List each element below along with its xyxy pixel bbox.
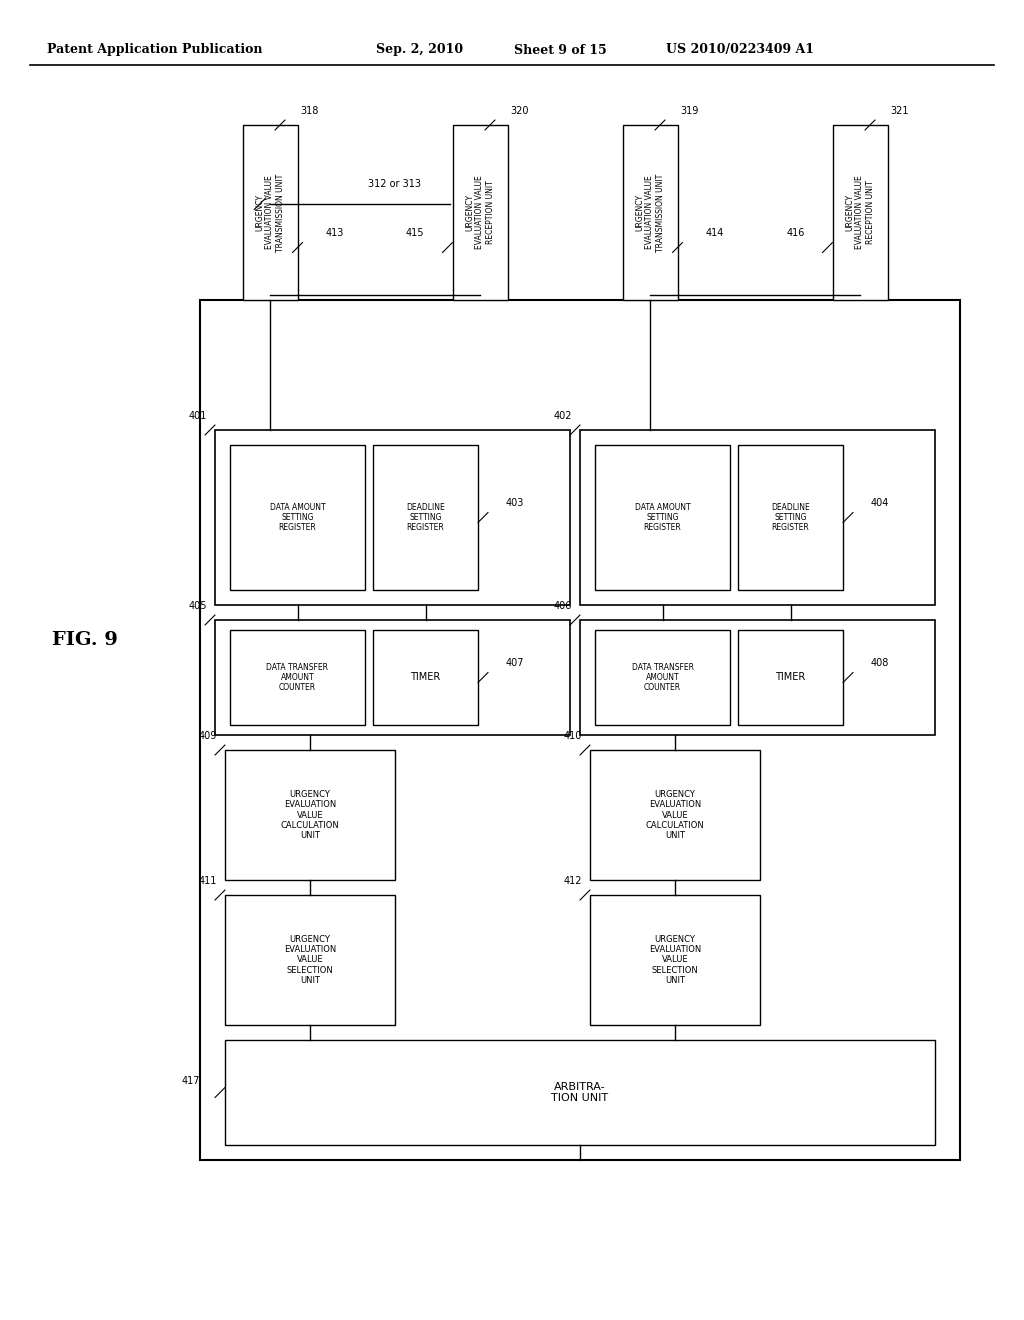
Text: 405: 405 (188, 601, 207, 611)
Text: 414: 414 (706, 228, 724, 239)
Text: 415: 415 (406, 228, 425, 239)
Bar (623, 125, 678, 300)
Text: 402: 402 (554, 411, 572, 421)
Bar (373, 445, 478, 590)
Bar (738, 630, 843, 725)
Text: 409: 409 (199, 731, 217, 741)
Text: DATA TRANSFER
AMOUNT
COUNTER: DATA TRANSFER AMOUNT COUNTER (266, 663, 329, 693)
Text: 413: 413 (326, 228, 344, 239)
Text: DATA AMOUNT
SETTING
REGISTER: DATA AMOUNT SETTING REGISTER (269, 503, 326, 532)
Text: DEADLINE
SETTING
REGISTER: DEADLINE SETTING REGISTER (771, 503, 810, 532)
Bar (590, 895, 760, 1026)
Bar (225, 750, 395, 880)
Bar (453, 125, 508, 300)
Bar (580, 620, 935, 735)
Text: FIG. 9: FIG. 9 (52, 631, 118, 649)
Text: ARBITRA-
TION UNIT: ARBITRA- TION UNIT (552, 1081, 608, 1104)
Text: URGENCY
EVALUATION VALUE
RECEPTION UNIT: URGENCY EVALUATION VALUE RECEPTION UNIT (465, 176, 495, 249)
Text: URGENCY
EVALUATION VALUE
TRANSMISSION UNIT: URGENCY EVALUATION VALUE TRANSMISSION UN… (255, 173, 285, 252)
Text: 417: 417 (181, 1076, 200, 1085)
Text: URGENCY
EVALUATION VALUE
TRANSMISSION UNIT: URGENCY EVALUATION VALUE TRANSMISSION UN… (635, 173, 665, 252)
Text: URGENCY
EVALUATION
VALUE
SELECTION
UNIT: URGENCY EVALUATION VALUE SELECTION UNIT (284, 935, 336, 985)
Text: URGENCY
EVALUATION VALUE
RECEPTION UNIT: URGENCY EVALUATION VALUE RECEPTION UNIT (845, 176, 874, 249)
Text: 312 or 313: 312 or 313 (369, 178, 422, 189)
Text: Sheet 9 of 15: Sheet 9 of 15 (514, 44, 606, 57)
Text: 411: 411 (199, 876, 217, 886)
Text: 319: 319 (680, 106, 698, 116)
Text: 318: 318 (300, 106, 318, 116)
Bar (580, 430, 935, 605)
Text: 408: 408 (871, 659, 890, 668)
Bar (225, 895, 395, 1026)
Bar (230, 445, 365, 590)
Text: 410: 410 (563, 731, 582, 741)
Text: 320: 320 (510, 106, 528, 116)
Bar (595, 445, 730, 590)
Text: 407: 407 (506, 659, 524, 668)
Bar (225, 1040, 935, 1144)
Text: DEADLINE
SETTING
REGISTER: DEADLINE SETTING REGISTER (407, 503, 444, 532)
Bar (230, 630, 365, 725)
Text: URGENCY
EVALUATION
VALUE
CALCULATION
UNIT: URGENCY EVALUATION VALUE CALCULATION UNI… (281, 789, 339, 841)
Bar (373, 630, 478, 725)
Bar (215, 620, 570, 735)
Bar (595, 630, 730, 725)
Text: 403: 403 (506, 499, 524, 508)
Text: TIMER: TIMER (411, 672, 440, 682)
Bar (243, 125, 298, 300)
Bar (738, 445, 843, 590)
Text: 404: 404 (871, 499, 890, 508)
Text: 406: 406 (554, 601, 572, 611)
Text: TIMER: TIMER (775, 672, 806, 682)
Bar (833, 125, 888, 300)
Text: Sep. 2, 2010: Sep. 2, 2010 (377, 44, 464, 57)
Text: DATA AMOUNT
SETTING
REGISTER: DATA AMOUNT SETTING REGISTER (635, 503, 690, 532)
Text: URGENCY
EVALUATION
VALUE
CALCULATION
UNIT: URGENCY EVALUATION VALUE CALCULATION UNI… (645, 789, 705, 841)
Text: 412: 412 (563, 876, 582, 886)
Text: US 2010/0223409 A1: US 2010/0223409 A1 (666, 44, 814, 57)
Bar (590, 750, 760, 880)
Text: 416: 416 (786, 228, 805, 239)
Text: Patent Application Publication: Patent Application Publication (47, 44, 263, 57)
Bar (200, 300, 961, 1160)
Text: 321: 321 (890, 106, 908, 116)
Text: URGENCY
EVALUATION
VALUE
SELECTION
UNIT: URGENCY EVALUATION VALUE SELECTION UNIT (649, 935, 701, 985)
Text: 401: 401 (188, 411, 207, 421)
Text: DATA TRANSFER
AMOUNT
COUNTER: DATA TRANSFER AMOUNT COUNTER (632, 663, 693, 693)
Bar (215, 430, 570, 605)
